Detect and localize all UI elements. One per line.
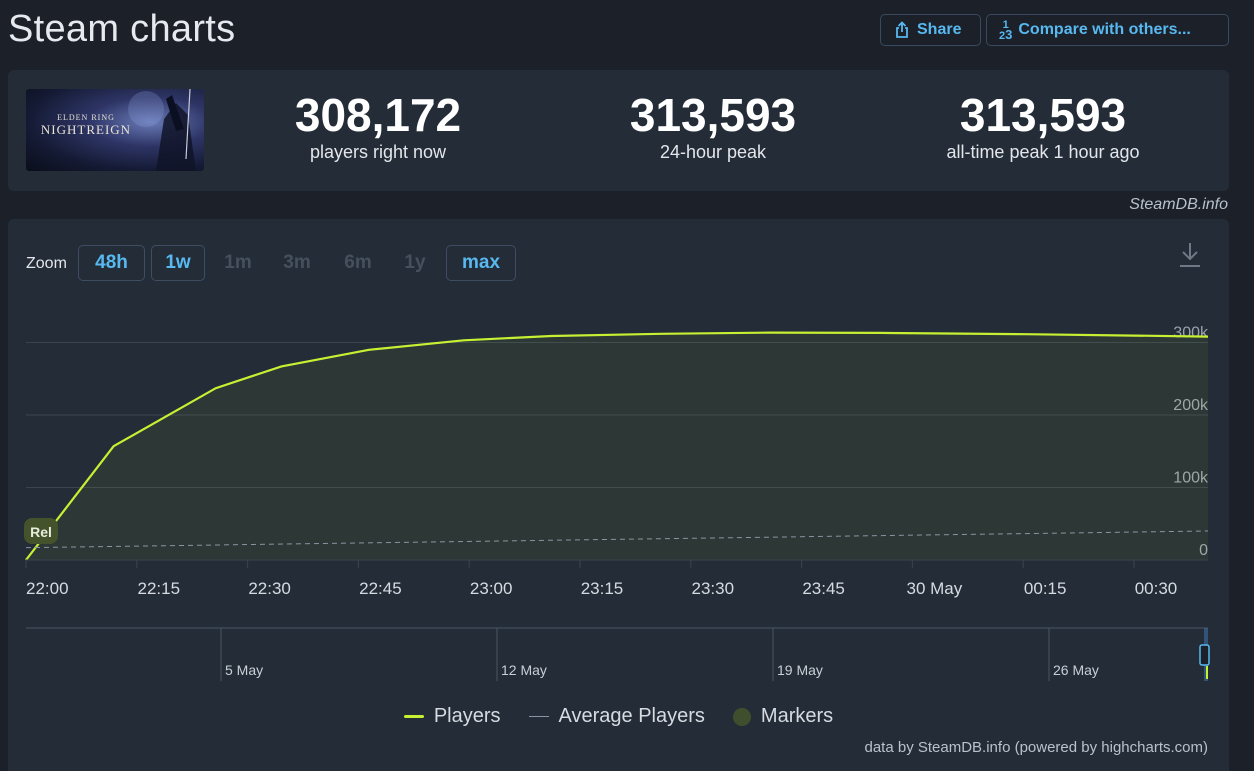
chart-credit[interactable]: data by SteamDB.info (powered by highcha… — [864, 739, 1209, 756]
alltime-peak-stat: 313,593 all-time peak 1 hour ago — [888, 88, 1198, 162]
release-marker — [24, 518, 58, 544]
average-swatch — [528, 716, 549, 717]
download-icon[interactable] — [1178, 241, 1202, 269]
x-tick-label: 22:00 — [26, 579, 69, 598]
zoom-1m-button[interactable]: 1m — [224, 252, 252, 273]
navigator-tick-label: 12 May — [501, 662, 547, 678]
zoom-3m-button[interactable]: 3m — [283, 252, 311, 273]
x-tick-label: 00:15 — [1024, 579, 1067, 598]
x-tick-label: 00:30 — [1135, 579, 1178, 598]
peak-24h-stat: 313,593 24-hour peak — [563, 88, 863, 162]
share-label: Share — [917, 21, 962, 38]
game-thumbnail[interactable]: ELDEN RING NIGHTREIGN — [26, 89, 204, 171]
current-players-value: 308,172 — [294, 89, 462, 141]
alltime-peak-value: 313,593 — [959, 89, 1127, 141]
x-tick-label: 22:45 — [359, 579, 402, 598]
players-area — [26, 332, 1208, 560]
navigator-tick-label: 26 May — [1053, 662, 1099, 678]
compare-label: Compare with others... — [1018, 21, 1191, 38]
release-marker-label: Rel — [30, 524, 52, 540]
current-players-stat: 308,172 players right now — [228, 88, 528, 162]
game-logo: ELDEN RING NIGHTREIGN — [40, 113, 132, 137]
y-tick-label: 0 — [1199, 542, 1208, 559]
y-tick-label: 200k — [1173, 397, 1209, 414]
legend-markers-label: Markers — [760, 705, 834, 727]
zoom-label: Zoom — [26, 255, 67, 272]
average-players-line — [25, 530, 1209, 549]
page-title: Steam charts — [8, 8, 236, 50]
share-button[interactable]: Share — [880, 14, 981, 46]
players-swatch — [403, 715, 424, 718]
markers-swatch — [732, 707, 751, 726]
stats-panel: ELDEN RING NIGHTREIGN 308,172 players ri… — [8, 70, 1229, 191]
legend-players[interactable]: Players — [403, 705, 501, 728]
peak-24h-label: 24-hour peak — [659, 142, 767, 162]
peak-24h-value: 313,593 — [629, 89, 797, 141]
y-tick-label: 100k — [1173, 470, 1209, 487]
legend-average-label: Average Players — [558, 705, 705, 727]
zoom-48h-button[interactable]: 48h — [78, 245, 145, 281]
legend-players-label: Players — [433, 705, 501, 727]
navigator-tick-label: 5 May — [225, 662, 263, 678]
zoom-1w-button[interactable]: 1w — [151, 245, 205, 281]
legend-markers[interactable]: Markers — [732, 705, 834, 728]
zoom-1y-button[interactable]: 1y — [404, 252, 426, 273]
compare-icon: 1 23 — [999, 18, 1013, 42]
x-tick-label: 22:30 — [248, 579, 291, 598]
zoom-max-button[interactable]: max — [446, 245, 516, 281]
x-tick-label: 23:15 — [581, 579, 624, 598]
alltime-peak-label: all-time peak 1 hour ago — [946, 142, 1140, 162]
steamdb-credit[interactable]: SteamDB.info — [1129, 196, 1228, 213]
zoom-6m-button[interactable]: 6m — [344, 252, 372, 273]
x-tick-label: 30 May — [907, 579, 963, 598]
game-art — [128, 89, 196, 171]
x-tick-label: 23:30 — [692, 579, 735, 598]
navigator-tick-label: 19 May — [777, 662, 823, 678]
current-players-label: players right now — [309, 142, 447, 162]
navigator-handle — [1199, 644, 1210, 666]
share-icon — [896, 21, 908, 38]
players-line — [25, 331, 1209, 561]
x-tick-label: 23:00 — [470, 579, 513, 598]
chart-panel: 0 100k 200k 300k Rel 22:00 22:15 22:30 22:45 23:0… — [8, 219, 1229, 771]
chart-legend: Players Average Players Markers — [8, 705, 1229, 728]
legend-average-players[interactable]: Average Players — [528, 705, 705, 728]
x-tick-label: 23:45 — [802, 579, 845, 598]
x-tick-label: 22:15 — [138, 579, 181, 598]
compare-button[interactable]: 1 23 Compare with others... — [986, 14, 1229, 46]
